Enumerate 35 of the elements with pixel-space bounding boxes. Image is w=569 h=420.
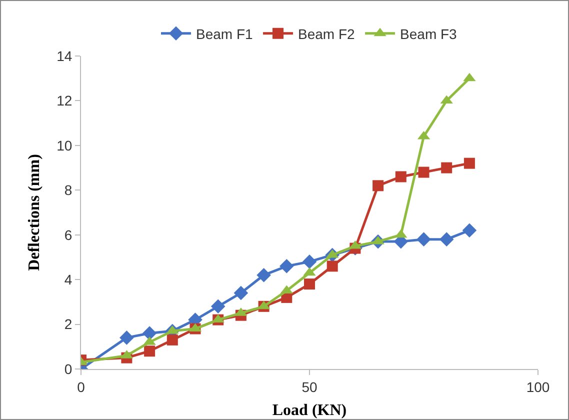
point [166,334,178,346]
x-tick-label: 50 [302,378,318,395]
point [326,260,338,272]
point [439,232,454,246]
point [372,180,384,192]
point [441,162,452,174]
point [280,259,294,274]
y-tick-label: 14 [56,48,72,64]
point [302,254,317,269]
x-axis-title: Load (KN) [272,402,347,419]
y-tick-label: 12 [56,92,72,109]
point [144,346,156,357]
point [120,330,134,345]
point [395,171,406,182]
point [462,223,477,238]
y-tick-label: 0 [64,360,72,377]
point [142,326,157,340]
y-tick-label: 10 [56,137,72,154]
y-tick-label: 6 [64,226,72,243]
x-tick-label: 100 [526,378,550,395]
point [416,232,431,246]
legend-label: Beam F3 [400,26,458,42]
point [256,268,271,282]
x-tick-label: 0 [77,378,86,395]
legend-label: Beam F2 [298,26,356,42]
point [464,158,475,169]
y-axis-title: Deflections (mm) [26,154,43,271]
point [304,278,315,290]
y-tick-label: 8 [64,182,72,198]
point [418,166,430,178]
point [210,299,226,314]
y-tick-label: 2 [64,316,72,332]
y-tick-label: 4 [64,271,72,288]
legend-label: Beam F1 [196,26,254,42]
point [234,286,248,300]
